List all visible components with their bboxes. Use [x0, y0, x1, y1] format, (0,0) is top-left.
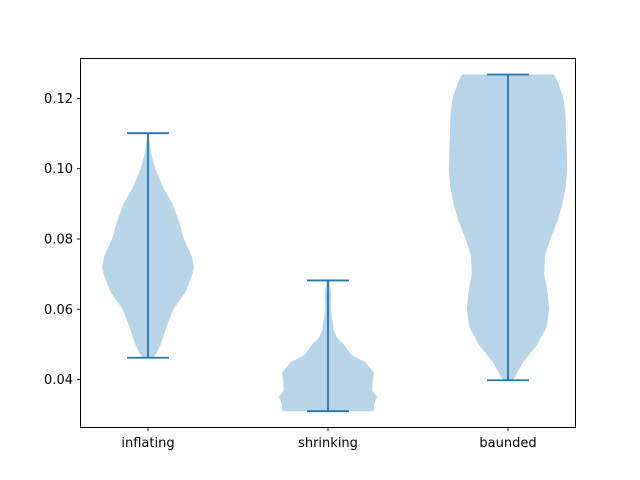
x-tick-label: inflating — [121, 436, 174, 451]
violins-layer — [101, 73, 568, 413]
y-tick-label: 0.04 — [44, 373, 73, 388]
x-axis: inflating shrinking baunded — [121, 427, 537, 451]
y-tick-label: 0.12 — [44, 92, 73, 107]
y-tick-label: 0.06 — [44, 303, 73, 318]
y-tick-label: 0.10 — [44, 162, 73, 177]
x-tick-label: baunded — [479, 436, 536, 451]
x-tick-label: shrinking — [298, 436, 358, 451]
y-tick-label: 0.08 — [44, 232, 73, 247]
plot-frame — [80, 58, 576, 428]
y-axis: 0.04 0.06 0.08 0.10 0.12 — [44, 92, 81, 388]
